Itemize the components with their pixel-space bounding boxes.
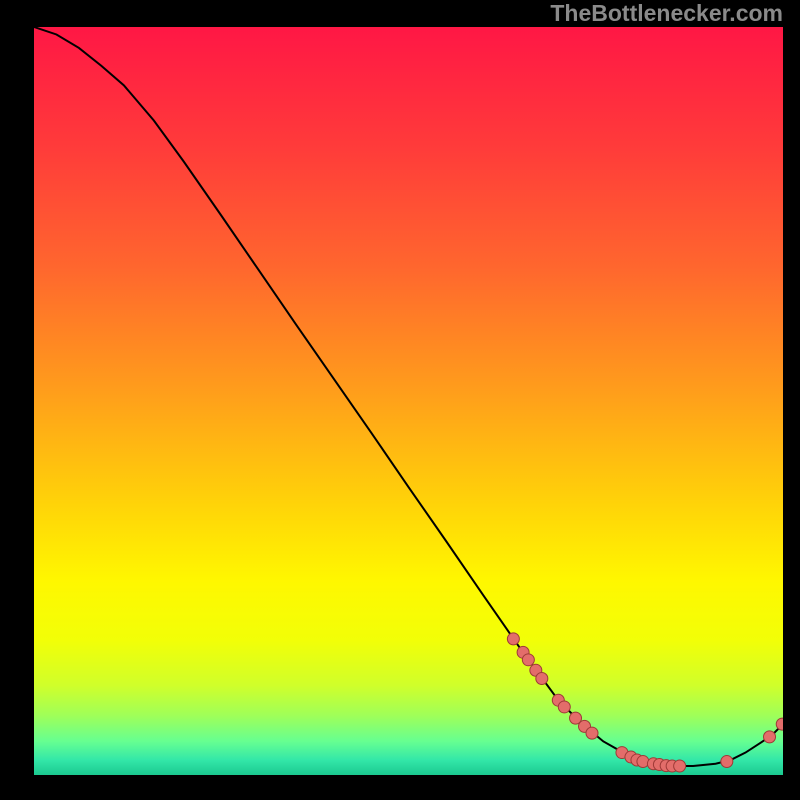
marker-point bbox=[586, 727, 598, 739]
marker-point bbox=[536, 673, 548, 685]
marker-point bbox=[558, 701, 570, 713]
chart-svg bbox=[34, 27, 783, 775]
marker-point bbox=[764, 731, 776, 743]
watermark-text: TheBottlenecker.com bbox=[550, 0, 783, 27]
marker-point bbox=[674, 760, 686, 772]
marker-point bbox=[721, 756, 733, 768]
marker-point bbox=[637, 756, 649, 768]
marker-point bbox=[507, 633, 519, 645]
marker-point bbox=[522, 654, 534, 666]
marker-layer bbox=[507, 633, 783, 772]
chart-stage: { "watermark": { "text": "TheBottlenecke… bbox=[0, 0, 800, 800]
marker-point bbox=[776, 718, 783, 730]
plot-area bbox=[34, 27, 783, 775]
curve-line bbox=[34, 27, 783, 766]
